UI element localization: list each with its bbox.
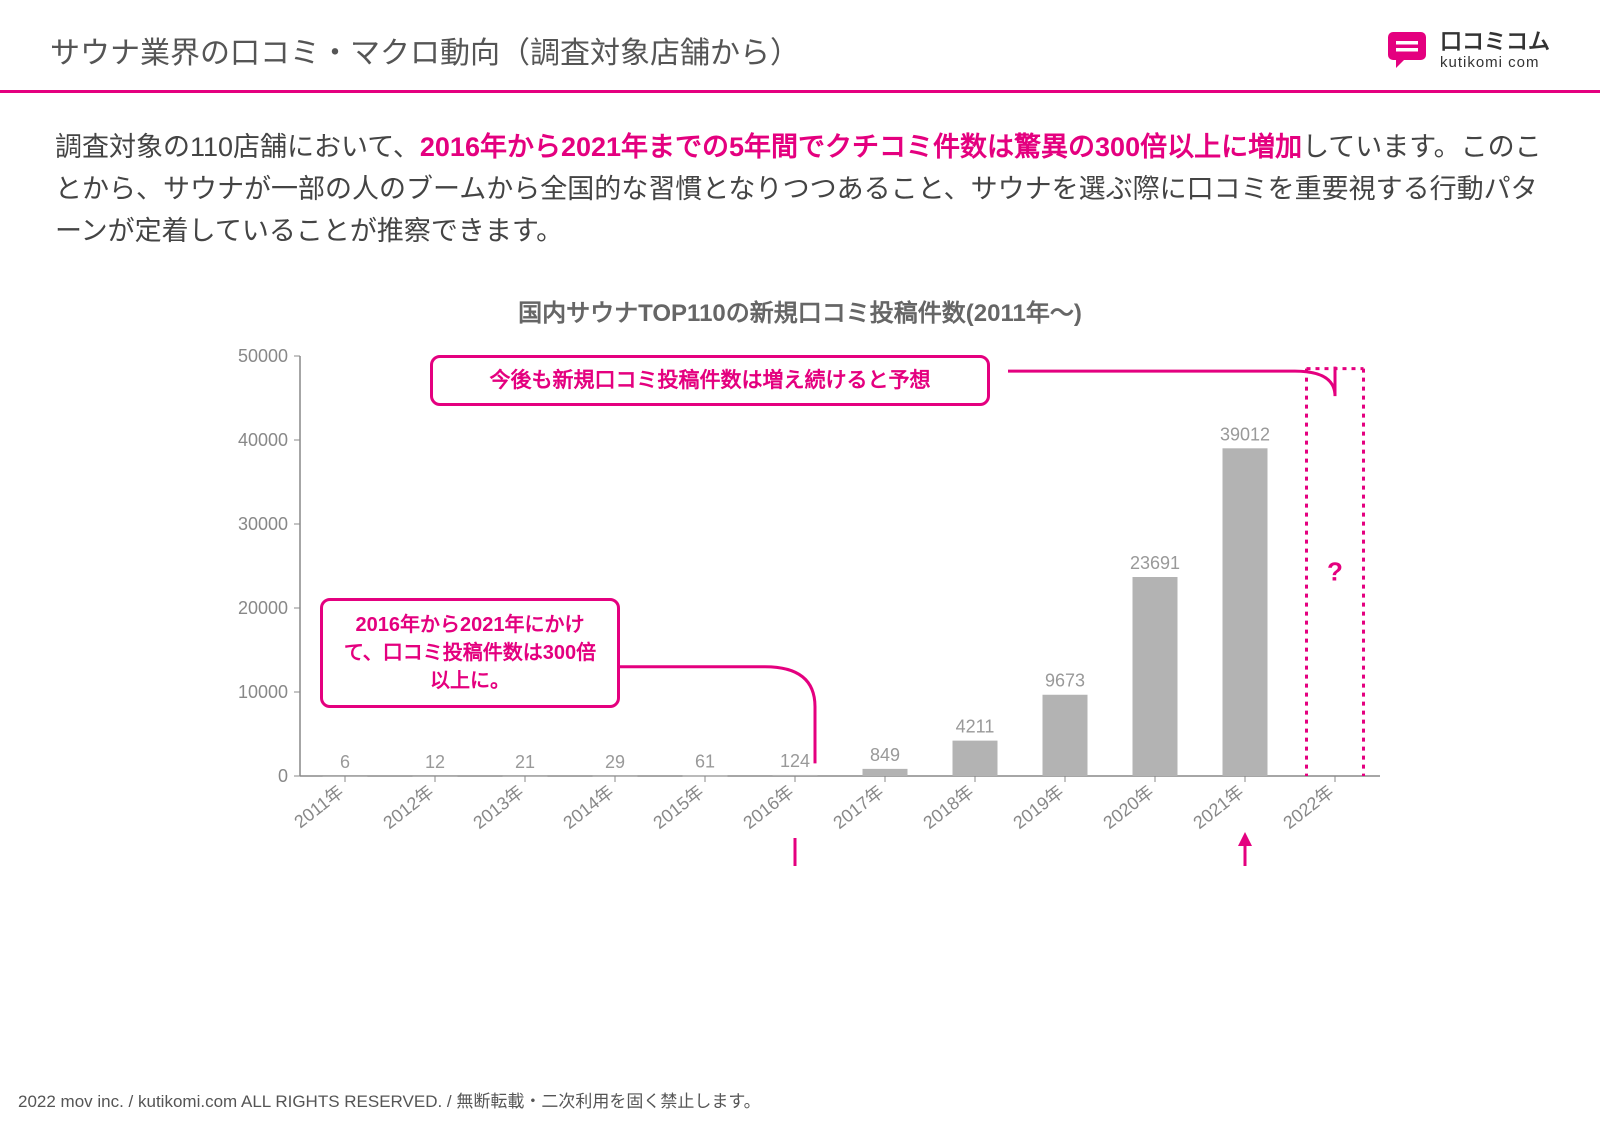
svg-text:12: 12: [425, 751, 445, 771]
logo-text-en: kutikomi com: [1440, 55, 1550, 70]
svg-text:50000: 50000: [238, 346, 288, 366]
logo-text-jp: 口コミコム: [1440, 31, 1550, 53]
svg-text:61: 61: [695, 751, 715, 771]
svg-text:21: 21: [515, 751, 535, 771]
svg-text:2019年: 2019年: [1009, 781, 1067, 832]
page-title: サウナ業界の口コミ・マクロ動向（調査対象店舗から）: [50, 28, 800, 72]
svg-text:0: 0: [278, 766, 288, 786]
svg-text:2014年: 2014年: [559, 781, 617, 832]
svg-text:10000: 10000: [238, 682, 288, 702]
svg-text:40000: 40000: [238, 430, 288, 450]
logo-text: 口コミコム kutikomi com: [1440, 31, 1550, 70]
footer-copyright: 2022 mov inc. / kutikomi.com ALL RIGHTS …: [18, 1087, 761, 1112]
svg-text:2011年: 2011年: [290, 781, 347, 832]
svg-text:2016年: 2016年: [739, 781, 797, 832]
svg-text:2022年: 2022年: [1279, 781, 1337, 832]
svg-text:2018年: 2018年: [919, 781, 977, 832]
header: サウナ業界の口コミ・マクロ動向（調査対象店舗から） 口コミコム kutikomi…: [0, 0, 1600, 90]
chart-title: 国内サウナTOP110の新規口コミ投稿件数(2011年〜): [200, 293, 1400, 328]
svg-text:2020年: 2020年: [1099, 781, 1157, 832]
brand-logo: 口コミコム kutikomi com: [1384, 30, 1550, 70]
svg-text:124: 124: [780, 750, 810, 770]
svg-text:2015年: 2015年: [649, 781, 707, 832]
svg-text:23691: 23691: [1130, 553, 1180, 573]
svg-text:9673: 9673: [1045, 670, 1085, 690]
svg-text:6: 6: [340, 751, 350, 771]
callout-forecast: 今後も新規口コミ投稿件数は増え続けると予想: [430, 355, 990, 406]
chart-container: 国内サウナTOP110の新規口コミ投稿件数(2011年〜) 0 10000 2000…: [200, 293, 1400, 933]
svg-text:30000: 30000: [238, 514, 288, 534]
summary-paragraph: 調査対象の110店舗において、2016年から2021年までの5年間でクチコミ件数…: [0, 93, 1600, 253]
svg-text:20000: 20000: [238, 598, 288, 618]
svg-text:2012年: 2012年: [379, 781, 437, 832]
svg-text:2021年: 2021年: [1189, 781, 1247, 832]
callout-forecast-text: 今後も新規口コミ投稿件数は増え続けると予想: [490, 369, 931, 392]
svg-text:2017年: 2017年: [829, 781, 887, 832]
svg-text:29: 29: [605, 751, 625, 771]
callout-growth: 2016年から2021年にかけて、口コミ投稿件数は300倍以上に。: [320, 598, 620, 708]
callout-growth-text: 2016年から2021年にかけて、口コミ投稿件数は300倍以上に。: [344, 614, 596, 692]
svg-text:39012: 39012: [1220, 424, 1270, 444]
speech-bubble-icon: [1384, 30, 1430, 70]
svg-text:2013年: 2013年: [469, 781, 527, 832]
summary-highlight: 2016年から2021年までの5年間でクチコミ件数は驚異の300倍以上に増加: [420, 132, 1302, 162]
summary-pre: 調査対象の110店舗において、: [55, 132, 420, 162]
svg-text:?: ?: [1327, 556, 1343, 586]
svg-text:849: 849: [870, 744, 900, 764]
svg-text:4211: 4211: [956, 716, 995, 736]
